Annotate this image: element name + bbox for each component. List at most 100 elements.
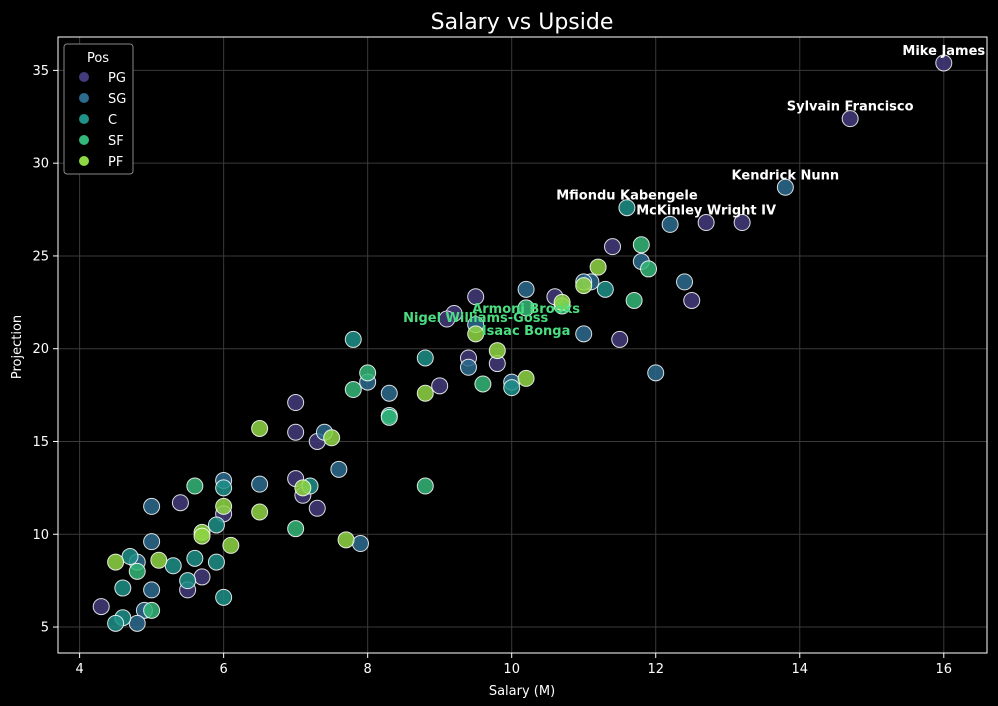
data-point-sf	[380, 408, 398, 426]
x-tick-label: 6	[219, 662, 227, 677]
data-point-pf	[193, 527, 211, 545]
data-point-sg	[143, 533, 161, 551]
data-point-c	[618, 199, 636, 217]
data-point-sg	[251, 475, 269, 493]
x-axis-label: Salary (M)	[489, 684, 555, 699]
data-point-pg	[935, 54, 953, 72]
data-point-sf	[344, 381, 362, 399]
data-point-sg	[380, 384, 398, 402]
data-point-pf	[251, 503, 269, 521]
data-point-pf	[251, 419, 269, 437]
data-point-c	[114, 579, 132, 597]
point-annotation: Kendrick Nunn	[732, 168, 840, 183]
data-point-sf	[143, 601, 161, 619]
legend-title: Pos	[87, 51, 109, 66]
data-point-sg	[330, 460, 348, 478]
point-annotation: Nigel Williams-Goss	[403, 311, 548, 326]
legend-marker-sf	[79, 135, 89, 145]
data-point-c	[186, 549, 204, 567]
legend-marker-c	[79, 114, 89, 124]
legend-marker-pf	[79, 156, 89, 166]
data-point-pg	[287, 423, 305, 441]
data-point-pf	[575, 277, 593, 295]
data-point-sf	[287, 520, 305, 538]
x-tick-label: 10	[503, 662, 520, 677]
data-point-pg	[92, 598, 110, 616]
data-point-c	[416, 349, 434, 367]
data-point-sf	[359, 364, 377, 382]
data-point-pf	[467, 325, 485, 343]
x-tick-label: 4	[75, 662, 83, 677]
data-point-c	[207, 553, 225, 571]
data-point-sg	[647, 364, 665, 382]
data-point-pf	[222, 536, 240, 554]
data-point-pg	[308, 499, 326, 517]
data-point-pg	[697, 214, 715, 232]
y-tick-label: 25	[32, 249, 49, 264]
y-tick-label: 20	[32, 342, 49, 357]
data-point-c	[215, 588, 233, 606]
data-point-sf	[416, 477, 434, 495]
data-point-sg	[459, 358, 477, 376]
data-point-sg	[676, 273, 694, 291]
data-point-c	[164, 557, 182, 575]
data-point-pf	[323, 429, 341, 447]
data-point-sg	[517, 280, 535, 298]
x-tick-label: 8	[364, 662, 372, 677]
y-tick-label: 15	[32, 435, 49, 450]
y-tick-label: 30	[32, 157, 49, 172]
legend: Pos PG SG C SF PF	[63, 43, 134, 175]
point-annotation: McKinley Wright IV	[636, 204, 776, 219]
legend-label-sg: SG	[108, 92, 126, 107]
legend-label-sf: SF	[108, 134, 124, 149]
data-point-sg	[351, 535, 369, 553]
data-point-pg	[841, 110, 859, 128]
data-point-c	[207, 516, 225, 534]
data-point-sg	[143, 581, 161, 599]
data-point-pf	[337, 531, 355, 549]
data-point-sf	[186, 477, 204, 495]
data-point-pf	[553, 293, 571, 311]
legend-items: PG SG C SF PF	[79, 71, 126, 170]
legend-marker-sg	[79, 93, 89, 103]
legend-label-pf: PF	[108, 155, 123, 170]
y-tick-label: 35	[32, 64, 49, 79]
data-point-sg	[776, 178, 794, 196]
legend-label-c: C	[108, 113, 117, 128]
data-point-sg	[661, 215, 679, 233]
x-tick-label: 12	[647, 662, 664, 677]
data-point-pg	[683, 291, 701, 309]
data-point-sg	[143, 497, 161, 515]
data-point-sf	[517, 299, 535, 317]
x-tick-label: 14	[791, 662, 808, 677]
data-point-sf	[640, 260, 658, 278]
data-point-sf	[625, 291, 643, 309]
data-point-pg	[438, 310, 456, 328]
data-point-pg	[431, 377, 449, 395]
data-points	[92, 54, 953, 632]
data-point-pf	[150, 551, 168, 569]
data-point-pf	[215, 497, 233, 515]
point-annotation: Armoni Brooks	[472, 302, 580, 317]
legend-marker-pg	[79, 72, 89, 82]
point-annotation: Isaac Bonga	[482, 324, 571, 339]
data-point-pf	[488, 342, 506, 360]
y-tick-label: 10	[32, 528, 49, 543]
data-point-sg	[128, 614, 146, 632]
data-point-c	[596, 280, 614, 298]
grid-lines	[58, 37, 987, 653]
data-point-c	[121, 548, 139, 566]
data-point-pf	[517, 369, 535, 387]
data-point-c	[107, 614, 125, 632]
y-axis-label: Projection	[10, 315, 25, 379]
annotations: Mike James Sylvain Francisco Kendrick Nunn…	[403, 44, 985, 339]
data-point-pg	[287, 394, 305, 412]
point-annotation: Mike James	[902, 44, 985, 59]
data-point-c	[179, 572, 197, 590]
data-point-pg	[611, 330, 629, 348]
chart-title: Salary vs Upside	[431, 10, 614, 35]
legend-label-pg: PG	[108, 71, 126, 86]
x-tick-label: 16	[936, 662, 953, 677]
data-point-pf	[416, 384, 434, 402]
